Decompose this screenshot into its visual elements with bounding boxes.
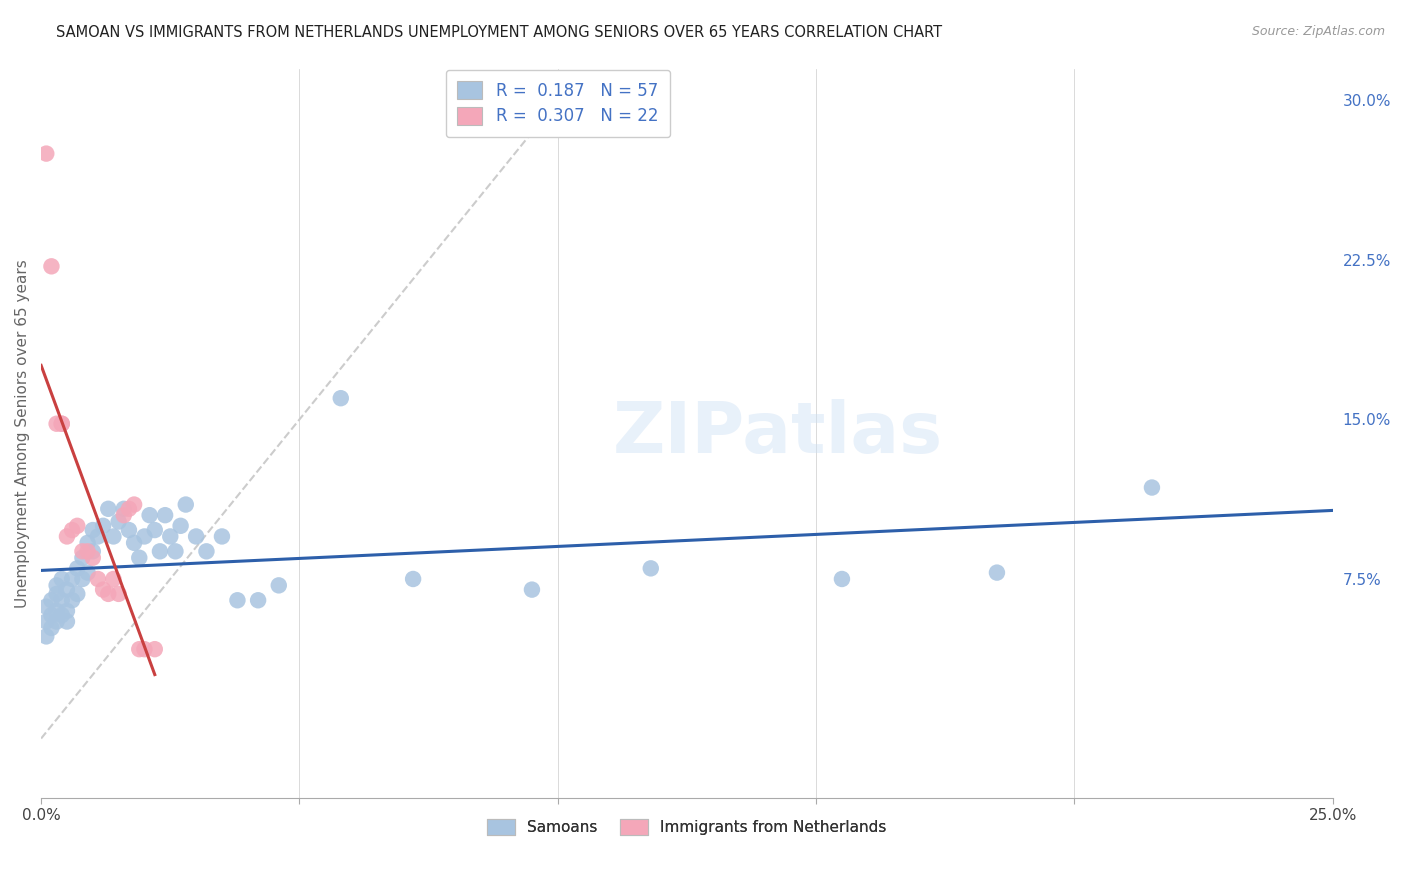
Point — [118, 501, 141, 516]
Point — [56, 582, 79, 597]
Point — [72, 550, 94, 565]
Point — [82, 523, 104, 537]
Point — [122, 498, 145, 512]
Point — [128, 550, 150, 565]
Point — [87, 529, 110, 543]
Point — [91, 582, 114, 597]
Point — [45, 417, 67, 431]
Point — [831, 572, 853, 586]
Point — [35, 599, 58, 614]
Point — [107, 515, 129, 529]
Point — [128, 642, 150, 657]
Point — [143, 642, 166, 657]
Point — [329, 391, 352, 405]
Point — [51, 417, 73, 431]
Point — [226, 593, 249, 607]
Text: ZIPatlas: ZIPatlas — [612, 399, 942, 467]
Point — [66, 561, 89, 575]
Point — [267, 578, 290, 592]
Point — [165, 544, 187, 558]
Point — [211, 529, 233, 543]
Point — [118, 523, 141, 537]
Point — [103, 529, 125, 543]
Point — [56, 604, 79, 618]
Point — [41, 621, 63, 635]
Point — [41, 608, 63, 623]
Point — [51, 608, 73, 623]
Point — [153, 508, 176, 523]
Point — [82, 544, 104, 558]
Point — [247, 593, 270, 607]
Point — [76, 566, 98, 580]
Point — [66, 587, 89, 601]
Point — [143, 523, 166, 537]
Point — [107, 587, 129, 601]
Point — [76, 544, 98, 558]
Point — [66, 518, 89, 533]
Point — [169, 518, 191, 533]
Y-axis label: Unemployment Among Seniors over 65 years: Unemployment Among Seniors over 65 years — [15, 259, 30, 607]
Point — [112, 501, 135, 516]
Point — [41, 260, 63, 274]
Point — [159, 529, 181, 543]
Point — [184, 529, 207, 543]
Point — [91, 518, 114, 533]
Point — [72, 572, 94, 586]
Point — [134, 642, 156, 657]
Point — [76, 536, 98, 550]
Point — [640, 561, 662, 575]
Point — [520, 582, 543, 597]
Point — [195, 544, 218, 558]
Point — [112, 508, 135, 523]
Point — [35, 146, 58, 161]
Point — [134, 529, 156, 543]
Point — [56, 615, 79, 629]
Point — [138, 508, 160, 523]
Point — [45, 587, 67, 601]
Point — [174, 498, 197, 512]
Point — [97, 587, 120, 601]
Point — [35, 615, 58, 629]
Point — [51, 572, 73, 586]
Point — [103, 572, 125, 586]
Point — [60, 593, 83, 607]
Point — [60, 523, 83, 537]
Text: Source: ZipAtlas.com: Source: ZipAtlas.com — [1251, 25, 1385, 38]
Point — [51, 417, 73, 431]
Point — [45, 604, 67, 618]
Point — [41, 593, 63, 607]
Point — [1140, 481, 1163, 495]
Point — [87, 572, 110, 586]
Point — [402, 572, 425, 586]
Text: SAMOAN VS IMMIGRANTS FROM NETHERLANDS UNEMPLOYMENT AMONG SENIORS OVER 65 YEARS C: SAMOAN VS IMMIGRANTS FROM NETHERLANDS UN… — [56, 25, 942, 40]
Point — [149, 544, 172, 558]
Point — [45, 615, 67, 629]
Point — [45, 578, 67, 592]
Point — [986, 566, 1008, 580]
Point — [97, 501, 120, 516]
Point — [82, 550, 104, 565]
Point — [72, 544, 94, 558]
Point — [56, 529, 79, 543]
Point — [60, 572, 83, 586]
Point — [122, 536, 145, 550]
Point — [35, 629, 58, 643]
Legend: Samoans, Immigrants from Netherlands: Samoans, Immigrants from Netherlands — [481, 813, 893, 841]
Point — [51, 593, 73, 607]
